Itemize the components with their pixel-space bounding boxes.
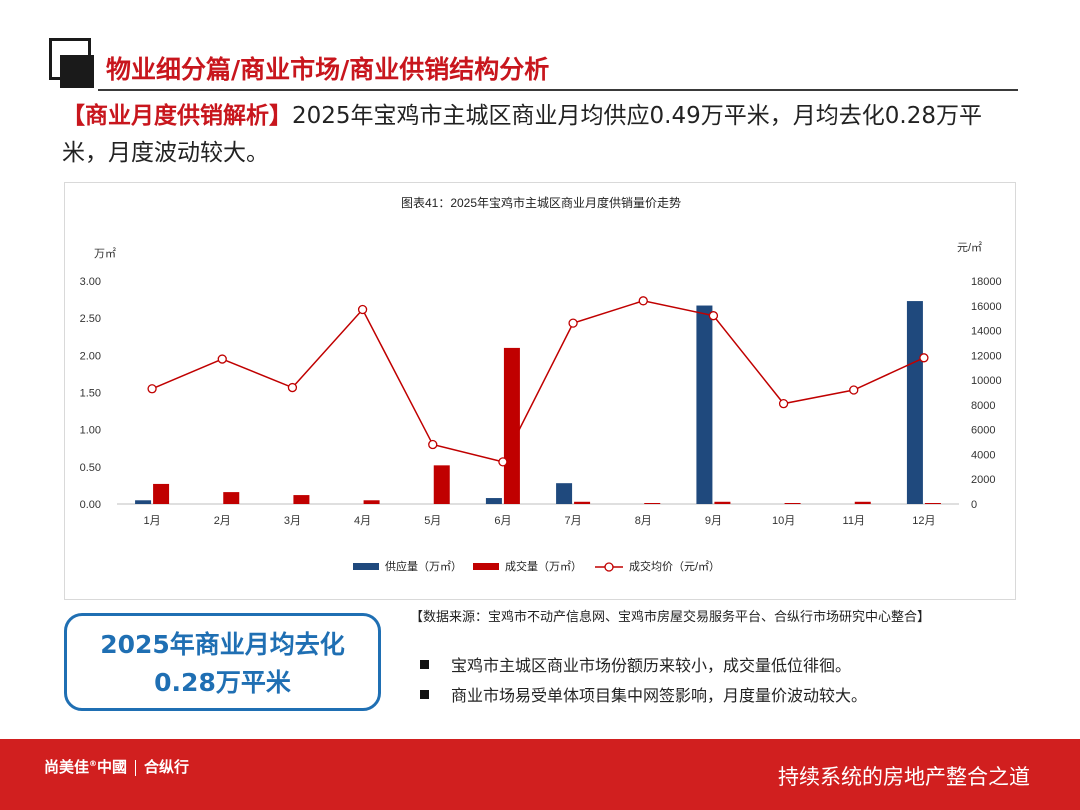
x-axis-tick-label: 10月 [772,515,795,527]
left-axis-tick-label: 0.00 [80,499,101,511]
right-axis-tick-label: 18000 [971,276,1002,288]
footer-brand-logo: 尚美佳®中國 合纵行 [44,756,189,777]
price-point [357,304,368,315]
footer-brand-country: 中國 [97,758,128,776]
deal-bar [433,465,450,504]
right-axis-tick-label: 6000 [971,425,995,437]
right-axis-tick-label: 10000 [971,375,1002,387]
data-source-note: 【数据来源：宝鸡市不动产信息网、宝鸡市房屋交易服务平台、合纵行市场研究中心整合】 [410,610,931,625]
summary-paragraph: 【商业月度供销解析】2025年宝鸡市主城区商业月均供应0.49万平米，月均去化0… [62,98,1002,172]
x-axis-tick-label: 7月 [565,515,582,527]
summary-tag: 【商业月度供销解析】 [62,103,292,129]
footer-brand-main: 尚美佳 [44,758,90,776]
left-axis-tick-label: 2.00 [80,350,101,362]
legend-swatch-supply [353,563,379,570]
bullet-list: 宝鸡市主城区商业市场份额历来较小，成交量低位徘徊。 商业市场易受单体项目集中网签… [420,654,867,714]
price-point [638,296,648,306]
price-point [147,384,157,394]
x-axis-tick-label: 2月 [214,515,231,527]
legend-swatch-deal [473,563,499,570]
left-axis-tick-label: 1.00 [80,425,101,437]
x-axis-tick-label: 9月 [705,515,722,527]
x-axis-tick-label: 3月 [284,515,301,527]
deal-bar [293,495,310,504]
footer-brand-separator [135,759,137,776]
right-axis-tick-label: 14000 [971,326,1002,338]
legend-label-price: 成交均价（元/㎡） [629,559,720,573]
supply-bar [135,500,152,504]
x-axis-tick-label: 12月 [912,515,935,527]
left-axis-tick-label: 2.50 [80,313,101,325]
legend-label-supply: 供应量（万㎡） [385,559,462,573]
price-point [919,353,929,363]
summary-text: 2025年宝鸡市主城区商业月均供应0.49万平米，月均去化0.28万平米，月度波… [62,103,982,166]
price-line [151,300,925,463]
right-axis-tick-label: 16000 [971,301,1002,313]
supply-bar [696,305,713,504]
chart-title: 图表41：2025年宝鸡市主城区商业月度供销量价走势 [401,195,681,210]
deal-bar [223,492,240,504]
price-point [708,311,719,321]
supply-bar [485,498,502,504]
callout-line-2: 0.28万平米 [154,668,291,697]
right-axis-tick-label: 12000 [971,350,1002,362]
header-square-fill [60,55,94,88]
bullet-item: 宝鸡市主城区商业市场份额历来较小，成交量低位徘徊。 [420,654,867,684]
deal-bar [153,483,170,504]
bullet-square-icon [420,660,429,669]
callout-line-1: 2025年商业月均去化 [100,630,345,659]
callout-box: 2025年商业月均去化 0.28万平米 [64,613,381,711]
right-axis-tick-label: 8000 [971,400,995,412]
x-axis-tick-label: 6月 [494,515,511,527]
page-title: 物业细分篇/商业市场/商业供销结构分析 [106,55,550,84]
deal-bar [854,501,871,504]
legend-swatch-price-marker [604,562,614,572]
price-point [498,457,508,467]
price-point [287,382,298,393]
bullet-text: 商业市场易受单体项目集中网签影响，月度量价波动较大。 [451,686,868,705]
supply-bar [556,483,573,504]
deal-bar [714,501,731,504]
price-point [217,354,227,364]
x-axis-tick-label: 4月 [354,515,371,527]
right-axis-unit: 元/㎡ [957,241,982,254]
left-axis-tick-label: 0.50 [80,462,101,474]
header-divider [98,89,1018,91]
right-axis-tick-label: 0 [971,499,977,511]
footer-brand-mark: ® [89,759,98,768]
deal-bar [503,347,520,504]
deal-bar [784,503,801,504]
price-point [428,439,438,450]
footer-brand-second: 合纵行 [144,758,190,776]
deal-bar [574,501,591,504]
left-axis-unit: 万㎡ [94,247,116,260]
right-axis-tick-label: 4000 [971,449,995,461]
deal-bar [644,503,661,504]
x-axis-tick-label: 1月 [144,515,161,527]
x-axis-tick-label: 5月 [424,515,441,527]
left-axis-tick-label: 3.00 [80,276,101,288]
legend-label-deal: 成交量（万㎡） [505,559,582,573]
bullet-square-icon [420,690,429,699]
price-point [849,385,859,395]
supply-bar [906,301,923,504]
right-axis-tick-label: 2000 [971,474,995,486]
x-axis-tick-label: 11月 [843,515,865,527]
bullet-item: 商业市场易受单体项目集中网签影响，月度量价波动较大。 [420,684,867,714]
bullet-text: 宝鸡市主城区商业市场份额历来较小，成交量低位徘徊。 [451,656,852,675]
price-point [778,398,789,409]
left-axis-tick-label: 1.50 [80,388,101,400]
deal-bar [924,503,941,504]
footer-bar: 尚美佳®中國 合纵行 持续系统的房地产整合之道 [0,739,1080,810]
deal-bar [363,500,380,504]
chart-panel: 图表41：2025年宝鸡市主城区商业月度供销量价走势万㎡ 元/㎡ 0.00 0.50 1… [64,182,1016,600]
price-point [568,318,578,328]
footer-slogan: 持续系统的房地产整合之道 [778,765,1030,789]
x-axis-tick-label: 8月 [635,515,652,527]
